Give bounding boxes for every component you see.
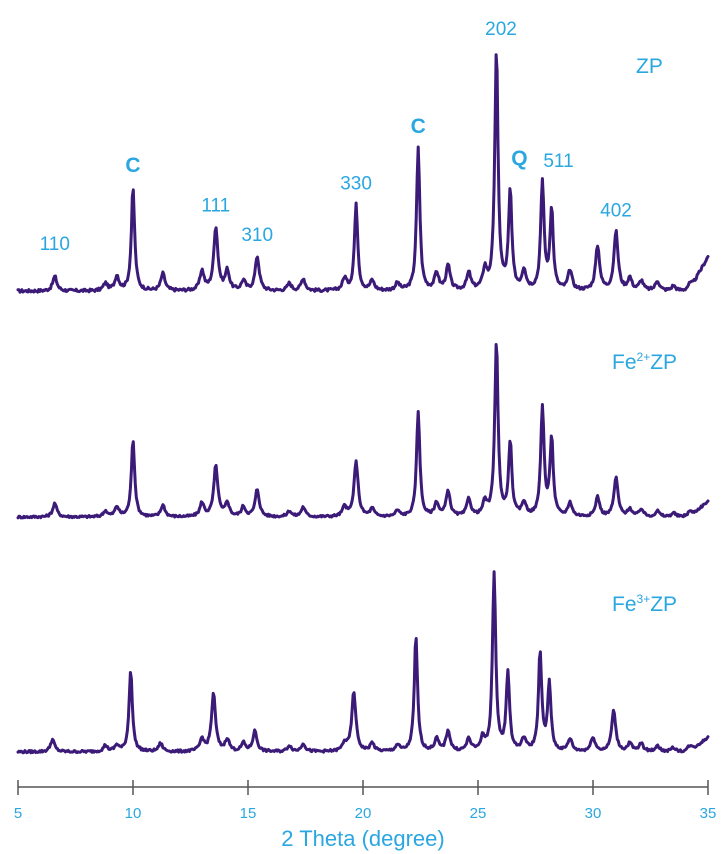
traces (16, 53, 710, 755)
x-tick-label-20: 20 (355, 805, 372, 822)
peak-label-0: 110 (40, 234, 70, 255)
series-label-zp-base: ZP (636, 55, 663, 78)
x-tick-label-15: 15 (240, 805, 257, 822)
x-axis: 5 10 15 20 25 30 35 2 Theta (degree) (14, 780, 717, 851)
series-label-fe2-sup: 2+ (637, 350, 651, 364)
x-tick-label-5: 5 (14, 805, 22, 822)
peak-label-6: 202 (485, 19, 517, 40)
x-tick-label-35: 35 (700, 805, 717, 822)
peak-label-4: 330 (340, 173, 372, 194)
series-label-fe2-rest: ZP (650, 351, 677, 374)
x-axis-label: 2 Theta (degree) (281, 826, 444, 851)
series-label-fe3-zp: Fe3+ZP (612, 592, 677, 616)
peak-label-3: 310 (241, 225, 273, 246)
peak-label-7: Q (511, 147, 527, 170)
series-label-fe2-base: Fe (612, 351, 637, 374)
series-line-fe3-zp (16, 570, 710, 755)
series-label-fe2-zp: Fe2+ZP (612, 350, 677, 374)
peak-label-5: C (411, 115, 426, 138)
x-ticks: 5 10 15 20 25 30 35 (14, 780, 717, 822)
peak-label-2: 111 (201, 195, 230, 216)
x-tick-label-10: 10 (125, 805, 142, 822)
series-label-fe3-sup: 3+ (637, 592, 651, 606)
peak-label-8: 511 (543, 151, 573, 172)
series-label-fe3-base: Fe (612, 593, 637, 616)
x-tick-label-25: 25 (470, 805, 487, 822)
series-labels: ZP Fe2+ZP Fe3+ZP (612, 55, 677, 616)
peak-annotations: 110 C 111 310 330 C 202 Q 511 402 (40, 19, 632, 255)
peak-label-1: C (125, 154, 140, 177)
x-tick-label-30: 30 (585, 805, 602, 822)
series-line-fe2-zp (16, 343, 710, 520)
peak-label-9: 402 (600, 200, 632, 221)
series-label-fe3-rest: ZP (650, 593, 677, 616)
series-line-zp (16, 53, 710, 294)
series-label-zp: ZP (636, 55, 663, 78)
